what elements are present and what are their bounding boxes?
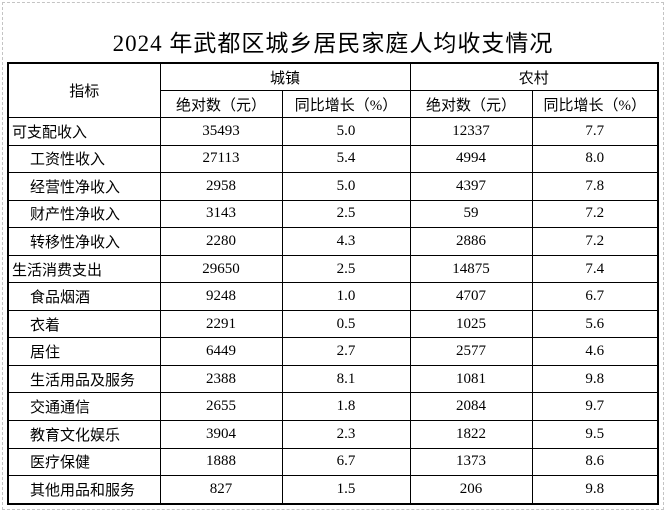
table-row: 衣着 2291 0.5 1025 5.6: [7, 309, 659, 339]
table-row: 可支配收入 35493 5.0 12337 7.7: [7, 117, 659, 146]
cell-rural-growth: 6.7: [531, 282, 659, 311]
row-label: 教育文化娱乐: [7, 420, 161, 449]
column-header-urban-growth: 同比增长（%）: [281, 90, 411, 118]
row-label: 交通通信: [7, 392, 161, 422]
cell-rural-absolute: 1025: [409, 309, 533, 339]
cell-urban-absolute: 35493: [159, 117, 283, 146]
cell-rural-growth: 9.5: [531, 420, 659, 449]
table-row: 工资性收入 27113 5.4 4994 8.0: [7, 144, 659, 174]
row-label: 衣着: [7, 309, 161, 339]
table-row: 医疗保健 1888 6.7 1373 8.6: [7, 447, 659, 477]
cell-rural-absolute: 14875: [409, 254, 533, 284]
cell-urban-absolute: 2958: [159, 172, 283, 201]
cell-rural-growth: 7.8: [531, 172, 659, 201]
column-group-rural: 农村: [409, 62, 659, 91]
cell-urban-absolute: 6449: [159, 337, 283, 366]
cell-rural-absolute: 4397: [409, 172, 533, 201]
cell-urban-growth: 2.7: [281, 337, 411, 366]
cell-urban-absolute: 3904: [159, 420, 283, 449]
table-row: 生活消费支出 29650 2.5 14875 7.4: [7, 254, 659, 284]
cell-urban-growth: 4.3: [281, 227, 411, 256]
cell-urban-growth: 1.0: [281, 282, 411, 311]
cell-rural-growth: 7.2: [531, 199, 659, 229]
cell-urban-absolute: 2291: [159, 309, 283, 339]
cell-urban-absolute: 2655: [159, 392, 283, 422]
column-header-rural-absolute: 绝对数（元）: [409, 90, 533, 118]
cell-rural-absolute: 12337: [409, 117, 533, 146]
column-header-urban-absolute: 绝对数（元）: [159, 90, 283, 118]
cell-urban-growth: 5.0: [281, 117, 411, 146]
table-row: 生活用品及服务 2388 8.1 1081 9.8: [7, 364, 659, 394]
cell-rural-growth: 4.6: [531, 337, 659, 366]
table-row: 教育文化娱乐 3904 2.3 1822 9.5: [7, 420, 659, 449]
row-label: 可支配收入: [7, 117, 161, 146]
cell-rural-absolute: 2577: [409, 337, 533, 366]
page-title: 2024 年武都区城乡居民家庭人均收支情况: [112, 31, 554, 56]
table-row: 财产性净收入 3143 2.5 59 7.2: [7, 199, 659, 229]
cell-rural-absolute: 4707: [409, 282, 533, 311]
cell-urban-absolute: 3143: [159, 199, 283, 229]
table-body: 可支配收入 35493 5.0 12337 7.7 工资性收入 27113 5.4 4994 8.…: [7, 117, 659, 505]
column-header-rural-growth: 同比增长（%）: [531, 90, 659, 118]
row-label: 经营性净收入: [7, 172, 161, 201]
cell-urban-growth: 6.7: [281, 447, 411, 477]
cell-rural-growth: 9.7: [531, 392, 659, 422]
row-label: 居住: [7, 337, 161, 366]
header-sub-row: 绝对数（元） 同比增长（%） 绝对数（元） 同比增长（%）: [8, 90, 659, 118]
cell-rural-growth: 8.6: [531, 447, 659, 477]
row-label: 医疗保健: [7, 447, 161, 477]
cell-urban-growth: 5.0: [281, 172, 411, 201]
row-label: 食品烟酒: [7, 282, 161, 311]
cell-rural-absolute: 59: [409, 199, 533, 229]
income-expenditure-table: 指标 城镇 农村 绝对数（元） 同比增长（%） 绝对数（元） 同比增长（%） 可…: [7, 62, 660, 505]
cell-urban-growth: 8.1: [281, 364, 411, 394]
cell-urban-absolute: 827: [159, 475, 283, 505]
table-row: 转移性净收入 2280 4.3 2886 7.2: [7, 227, 659, 256]
table-row: 交通通信 2655 1.8 2084 9.7: [7, 392, 659, 422]
table-header: 指标 城镇 农村 绝对数（元） 同比增长（%） 绝对数（元） 同比增长（%）: [7, 62, 659, 118]
cell-urban-absolute: 29650: [159, 254, 283, 284]
cell-urban-absolute: 2280: [159, 227, 283, 256]
cell-urban-growth: 5.4: [281, 144, 411, 174]
row-label: 财产性净收入: [7, 199, 161, 229]
cell-rural-growth: 5.6: [531, 309, 659, 339]
cell-urban-growth: 1.8: [281, 392, 411, 422]
cell-rural-absolute: 1373: [409, 447, 533, 477]
cell-rural-absolute: 1081: [409, 364, 533, 394]
cell-rural-growth: 7.4: [531, 254, 659, 284]
row-label: 生活消费支出: [7, 254, 161, 284]
cell-rural-absolute: 206: [409, 475, 533, 505]
cell-rural-growth: 9.8: [531, 364, 659, 394]
cell-rural-absolute: 2084: [409, 392, 533, 422]
table-row: 其他用品和服务 827 1.5 206 9.8: [7, 475, 659, 505]
column-header-indicator: 指标: [7, 62, 161, 118]
cell-urban-growth: 1.5: [281, 475, 411, 505]
cell-rural-absolute: 4994: [409, 144, 533, 174]
table-row: 经营性净收入 2958 5.0 4397 7.8: [7, 172, 659, 201]
cell-rural-growth: 8.0: [531, 144, 659, 174]
cell-urban-growth: 2.5: [281, 199, 411, 229]
cell-urban-growth: 0.5: [281, 309, 411, 339]
table-row: 居住 6449 2.7 2577 4.6: [7, 337, 659, 366]
row-label: 工资性收入: [7, 144, 161, 174]
cell-rural-absolute: 1822: [409, 420, 533, 449]
row-label: 其他用品和服务: [7, 475, 161, 505]
cell-urban-absolute: 9248: [159, 282, 283, 311]
cell-urban-growth: 2.3: [281, 420, 411, 449]
cell-urban-growth: 2.5: [281, 254, 411, 284]
cell-urban-absolute: 2388: [159, 364, 283, 394]
cell-rural-absolute: 2886: [409, 227, 533, 256]
row-label: 生活用品及服务: [7, 364, 161, 394]
cell-urban-absolute: 27113: [159, 144, 283, 174]
cell-rural-growth: 7.2: [531, 227, 659, 256]
cell-urban-absolute: 1888: [159, 447, 283, 477]
cell-rural-growth: 9.8: [531, 475, 659, 505]
table-row: 食品烟酒 9248 1.0 4707 6.7: [7, 282, 659, 311]
column-group-urban: 城镇: [159, 62, 411, 91]
cell-rural-growth: 7.7: [531, 117, 659, 146]
row-label: 转移性净收入: [7, 227, 161, 256]
header-group-row: 指标 城镇 农村: [7, 62, 659, 118]
